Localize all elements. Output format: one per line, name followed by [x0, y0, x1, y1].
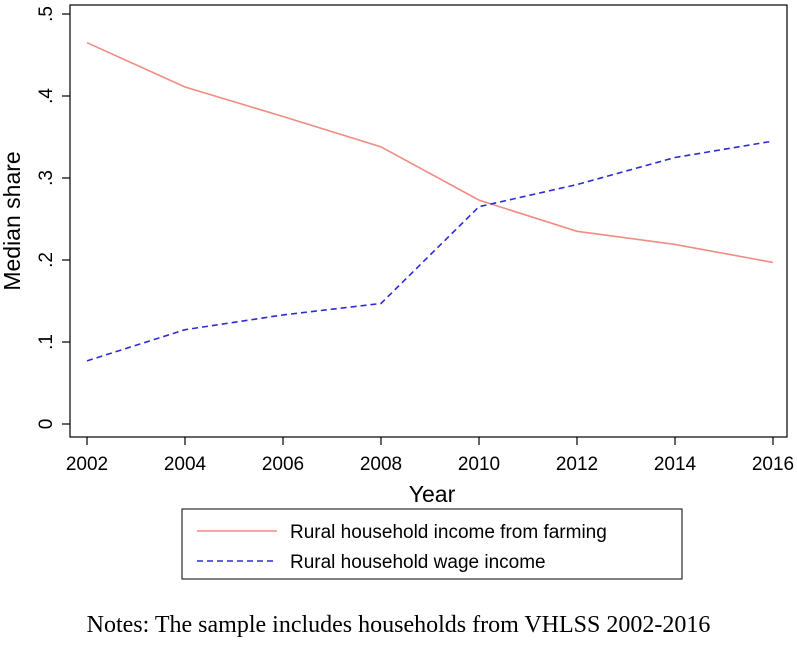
- y-tick-label: .1: [36, 334, 57, 350]
- figure-notes: Notes: The sample includes households fr…: [86, 612, 711, 638]
- y-tick-label: .2: [36, 252, 57, 268]
- y-tick-label: .4: [36, 88, 57, 104]
- legend-label-2: Rural household wage income: [290, 552, 546, 573]
- legend-box: [181, 508, 683, 580]
- x-tick-label: 2014: [654, 454, 697, 475]
- y-tick-label: 0: [36, 419, 57, 430]
- y-axis: 0 .1 .2 .3 .4 .5: [36, 6, 70, 429]
- x-axis: 2002 2004 2006 2008 2010 2012 2014 2016: [66, 437, 794, 475]
- series-line-1: [86, 41, 774, 264]
- series-line-2: [86, 140, 774, 362]
- x-tick-label: 2012: [556, 454, 598, 475]
- legend: Rural household income from farming Rural…: [197, 522, 607, 573]
- y-tick-label: .3: [36, 170, 57, 186]
- x-tick-label: 2010: [458, 454, 500, 475]
- x-tick-label: 2004: [164, 454, 207, 475]
- plot-area: [69, 4, 788, 438]
- x-tick-label: 2002: [66, 454, 108, 475]
- y-axis-title: Median share: [0, 151, 25, 290]
- y-tick-label: .5: [36, 6, 57, 22]
- x-axis-title: Year: [409, 481, 456, 507]
- legend-label-1: Rural household income from farming: [290, 522, 607, 543]
- x-tick-label: 2008: [360, 454, 402, 475]
- x-tick-label: 2006: [262, 454, 304, 475]
- x-tick-label: 2016: [752, 454, 794, 475]
- series-layer: [86, 41, 774, 362]
